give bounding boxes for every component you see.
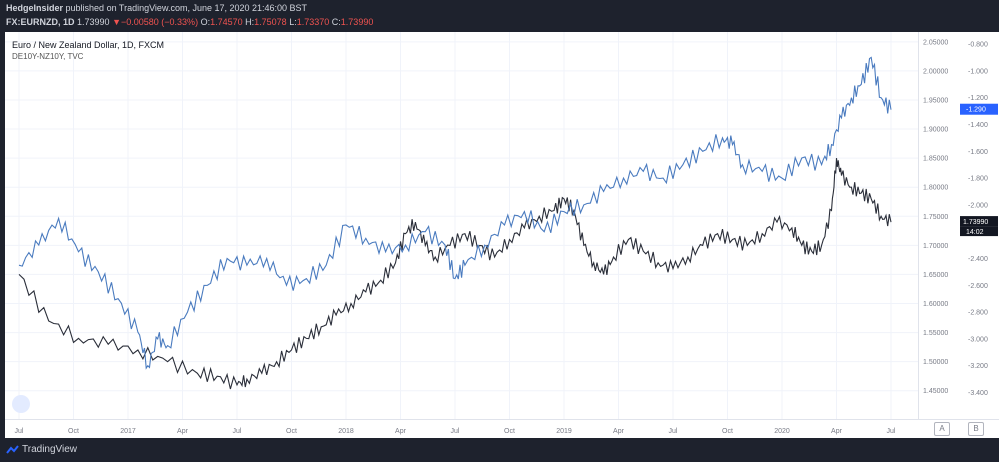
time-tick-label: Apr [831, 428, 843, 435]
log-scale-button[interactable]: B [968, 422, 984, 436]
author-name[interactable]: HedgeInsider [6, 3, 64, 13]
time-tick-label: Oct [504, 428, 515, 435]
plot-area[interactable] [5, 32, 918, 419]
low-label: L: [289, 17, 297, 27]
price-scale-svg[interactable]: 2.05000 2.00000 1.95000 1.90000 1.85000 1.800… [919, 32, 999, 419]
price-tick-label: 1.95000 [923, 97, 948, 104]
time-tick-label: Oct [286, 428, 297, 435]
time-tick-label: Jul [669, 428, 678, 435]
time-tick-label: 2017 [120, 428, 136, 435]
spread-tick-label: -1.200 [968, 95, 988, 102]
spread-tick-label: -1.400 [968, 122, 988, 129]
publication-info: HedgeInsider published on TradingView.co… [6, 3, 307, 13]
symbol-quote: FX:EURNZD, 1D 1.73990 ▼−0.00580 (−0.33%)… [6, 17, 373, 27]
price-tick-label: 1.65000 [923, 272, 948, 279]
price-last-value-box [960, 216, 998, 227]
footer-bar: TradingView [0, 438, 999, 462]
symbol-name[interactable]: FX:EURNZD, 1D [6, 17, 75, 27]
price-tick-label: 1.70000 [923, 243, 948, 250]
spread-tick-label: -1.600 [968, 149, 988, 156]
main-series-legend[interactable]: Euro / New Zealand Dollar, 1D, FXCM [12, 40, 165, 50]
time-tick-label: Jul [15, 428, 24, 435]
brand-name[interactable]: TradingView [22, 444, 78, 455]
open-value: 1.74570 [210, 17, 243, 27]
price-tick-label: 1.55000 [923, 330, 948, 337]
low-value: 1.73370 [296, 17, 330, 27]
time-axis[interactable]: Jul Oct 2017 Apr Jul Oct 2018 Apr Jul Oct 2019 Apr J… [5, 419, 999, 438]
spread-tick-label: -2.400 [968, 256, 988, 263]
right-price-scale[interactable]: 2.05000 2.00000 1.95000 1.90000 1.85000 1.800… [918, 32, 999, 419]
spread-tick-label: -2.000 [968, 202, 988, 209]
time-tick-label: 2020 [774, 428, 790, 435]
time-tick-label: Jul [451, 428, 460, 435]
cloud-watermark-icon [12, 395, 30, 413]
spread-tick-label: -3.000 [968, 336, 988, 343]
auto-scale-button[interactable]: A [934, 422, 950, 436]
time-tick-label: Jul [887, 428, 896, 435]
price-tick-label: 1.45000 [923, 388, 948, 395]
price-tick-label: 1.90000 [923, 127, 948, 134]
high-label: H: [245, 17, 255, 27]
bond-spread-line [18, 56, 892, 370]
close-value: 1.73990 [340, 17, 374, 27]
price-tick-label: 2.05000 [923, 39, 948, 46]
close-label: C: [331, 17, 341, 27]
spread-tick-label: -3.200 [968, 363, 988, 370]
time-tick-label: Apr [177, 428, 189, 435]
published-info: published on TradingView.com, June 17, 2… [65, 3, 308, 13]
last-price: 1.73990 [77, 17, 110, 27]
time-tick-label: Jul [233, 428, 242, 435]
price-tick-label: 2.00000 [923, 68, 948, 75]
spread-last-value: -1.290 [966, 107, 986, 114]
eurnzd-price-line [18, 158, 892, 390]
price-tick-label: 1.85000 [923, 156, 948, 163]
price-tick-label: 1.50000 [923, 359, 948, 366]
overlay-series-legend[interactable]: DE10Y-NZ10Y, TVC [12, 52, 84, 61]
high-value: 1.75078 [254, 17, 287, 27]
price-tick-label: 1.60000 [923, 301, 948, 308]
price-chart-svg[interactable] [5, 32, 918, 419]
tradingview-logo-icon [6, 445, 19, 454]
open-label: O: [200, 17, 211, 27]
time-axis-svg[interactable]: Jul Oct 2017 Apr Jul Oct 2018 Apr Jul Oct 2019 Apr J… [5, 420, 999, 439]
time-tick-label: 2019 [556, 428, 572, 435]
spread-tick-label: -0.800 [968, 42, 988, 49]
time-tick-label: Oct [68, 428, 79, 435]
spread-last-value-box [960, 103, 998, 115]
price-last-value: 1.73990 [963, 219, 988, 226]
price-countdown: 14:02 [966, 229, 984, 236]
time-tick-label: Apr [613, 428, 625, 435]
spread-tick-label: -3.400 [968, 390, 988, 397]
spread-tick-label: -2.800 [968, 310, 988, 317]
spread-tick-label: -2.600 [968, 283, 988, 290]
publication-header: HedgeInsider published on TradingView.co… [0, 0, 999, 32]
price-tick-label: 1.80000 [923, 185, 948, 192]
time-tick-label: Apr [395, 428, 407, 435]
time-tick-label: 2018 [338, 428, 354, 435]
price-time-box [960, 226, 998, 237]
spread-tick-label: -1.000 [968, 68, 988, 75]
price-change: ▼−0.00580 (−0.33%) [112, 17, 199, 27]
spread-tick-label: -1.800 [968, 176, 988, 183]
price-tick-label: 1.75000 [923, 214, 948, 221]
time-tick-label: Oct [722, 428, 733, 435]
